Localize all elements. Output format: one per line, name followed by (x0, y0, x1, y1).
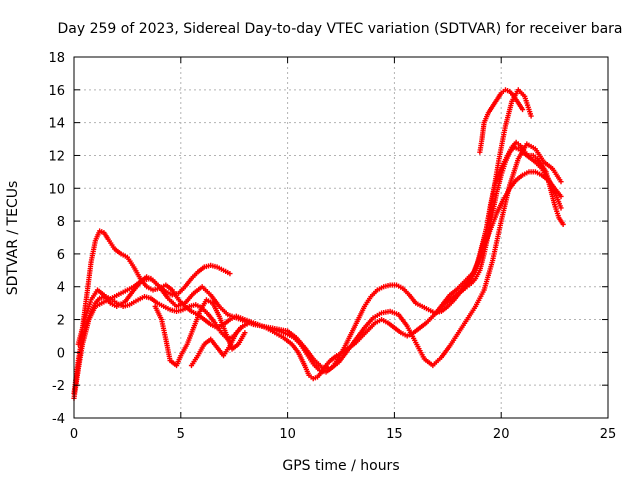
series-points (71, 87, 566, 401)
data-point (519, 106, 526, 113)
data-point (227, 271, 233, 277)
x-tick-label: 0 (70, 427, 78, 442)
y-tick-label: 4 (57, 281, 65, 296)
x-tick-label: 10 (279, 427, 296, 442)
y-tick-label: 6 (57, 248, 65, 263)
series-track-9 (477, 87, 526, 155)
data-point (528, 113, 534, 119)
data-point (558, 193, 564, 200)
y-tick-label: -2 (52, 379, 65, 394)
data-point (558, 179, 564, 185)
series-track-6 (188, 320, 252, 369)
y-tick-label: 14 (48, 117, 65, 132)
x-axis-label: GPS time / hours (282, 458, 399, 474)
y-tick-label: 0 (57, 346, 65, 361)
series-track-8 (434, 139, 566, 314)
data-point (242, 330, 248, 336)
series-track-2 (71, 87, 534, 401)
y-tick-label: 2 (57, 314, 65, 329)
x-tick-label: 15 (386, 427, 403, 442)
y-tick-label: -4 (52, 412, 65, 427)
y-tick-label: 10 (48, 182, 65, 197)
x-tick-label: 20 (493, 427, 510, 442)
data-point (558, 205, 564, 211)
y-tick-label: 18 (48, 51, 65, 66)
y-tick-label: 8 (57, 215, 65, 230)
series-track-3 (75, 141, 564, 372)
grid-lines (74, 57, 608, 418)
y-tick-label: 16 (48, 84, 65, 99)
y-axis-ticks: -4 -2 0 2 4 6 8 10 12 14 16 18 (48, 51, 608, 427)
x-axis-ticks: 0 5 10 15 20 25 (70, 57, 616, 442)
chart-title: Day 259 of 2023, Sidereal Day-to-day VTE… (57, 21, 622, 37)
data-point (246, 320, 252, 326)
y-tick-label: 12 (48, 149, 65, 164)
x-tick-label: 25 (600, 427, 617, 442)
data-point (560, 221, 566, 227)
y-axis-label: SDTVAR / TECUs (5, 181, 21, 296)
series-track-4 (73, 262, 233, 385)
x-tick-label: 5 (177, 427, 185, 442)
plot-frame (73, 56, 609, 419)
